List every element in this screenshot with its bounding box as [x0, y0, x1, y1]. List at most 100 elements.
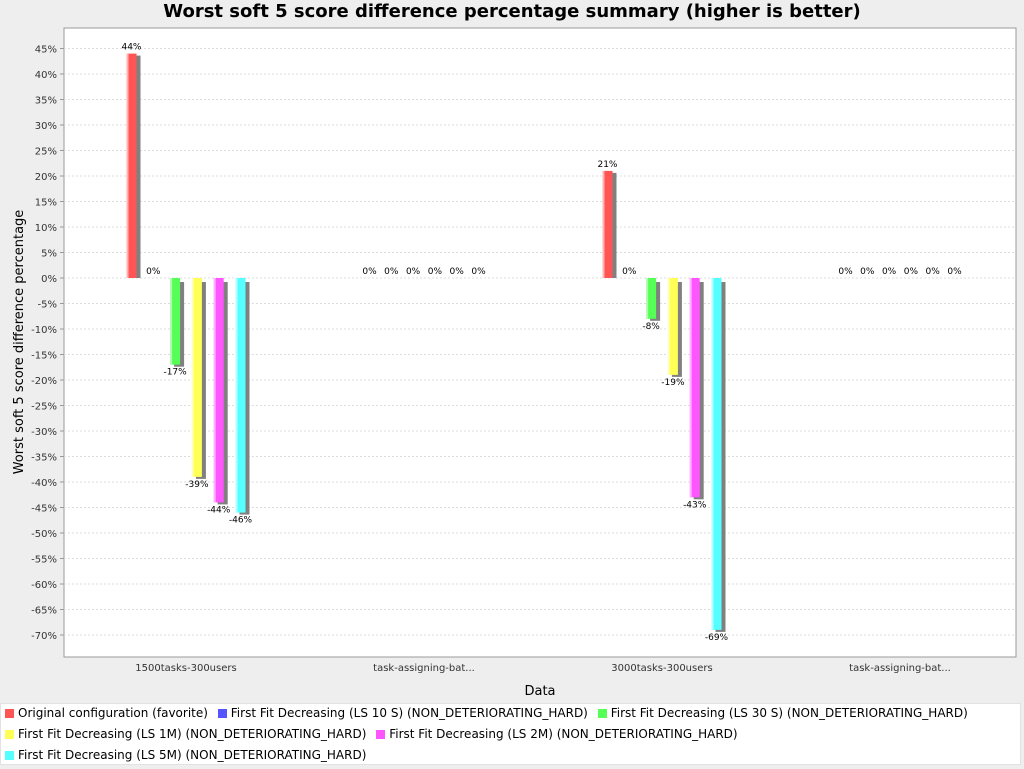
- legend-label: First Fit Decreasing (LS 10 S) (NON_DETE…: [230, 706, 588, 720]
- data-label: 0%: [838, 267, 853, 277]
- y-tick-label: -35%: [31, 453, 57, 464]
- bar-highlight: [213, 278, 216, 503]
- bar-highlight: [126, 53, 129, 278]
- data-label: 0%: [860, 267, 875, 277]
- x-tick-label: 1500tasks-300users: [135, 663, 236, 674]
- data-label: 0%: [904, 267, 919, 277]
- y-tick-label: -55%: [31, 555, 57, 566]
- bar-highlight: [711, 278, 714, 630]
- y-tick-label: 10%: [35, 223, 57, 234]
- y-tick-label: 15%: [35, 198, 57, 209]
- y-tick-label: 30%: [35, 121, 57, 132]
- y-tick-label: -60%: [31, 580, 57, 591]
- y-tick-label: -40%: [31, 478, 57, 489]
- data-label: -69%: [705, 633, 729, 643]
- legend: Original configuration (favorite) First …: [0, 703, 1021, 765]
- legend-item-ls-5m: First Fit Decreasing (LS 5M) (NON_DETERI…: [5, 748, 366, 762]
- legend-row: First Fit Decreasing (LS 5M) (NON_DETERI…: [5, 748, 1020, 769]
- data-label: -17%: [163, 368, 187, 378]
- legend-swatch-red: [5, 708, 14, 718]
- bar-highlight: [235, 278, 238, 513]
- bar-highlight: [667, 278, 670, 375]
- legend-swatch-magenta: [376, 729, 386, 739]
- legend-swatch-green: [597, 708, 607, 718]
- y-tick-label: 0%: [41, 274, 57, 285]
- data-label: 44%: [121, 43, 141, 53]
- legend-label: First Fit Decreasing (LS 1M) (NON_DETERI…: [18, 727, 367, 741]
- bar: [602, 170, 613, 278]
- data-label: 0%: [471, 267, 486, 277]
- y-tick-label: 20%: [35, 172, 57, 183]
- y-tick-label: -10%: [31, 325, 57, 336]
- data-label: -19%: [661, 378, 685, 388]
- bar-highlight: [191, 278, 194, 477]
- y-tick-label: -70%: [31, 631, 57, 642]
- bar: [213, 278, 224, 503]
- bar: [235, 278, 246, 513]
- data-label: -44%: [207, 505, 231, 515]
- grid-lines: [64, 48, 1016, 636]
- legend-swatch-cyan: [5, 750, 14, 760]
- bar: [711, 278, 722, 630]
- bar-highlight: [170, 278, 173, 365]
- y-tick-label: 35%: [35, 96, 57, 107]
- y-tick-label: -15%: [31, 351, 57, 362]
- y-tick-label: -45%: [31, 504, 57, 515]
- legend-row: Original configuration (favorite) First …: [5, 706, 1020, 727]
- data-label: 0%: [362, 267, 377, 277]
- bar: [126, 53, 137, 278]
- y-tick-label: 45%: [35, 45, 57, 56]
- legend-label: First Fit Decreasing (LS 30 S) (NON_DETE…: [610, 706, 968, 720]
- bar: [646, 278, 657, 319]
- bars: [126, 53, 726, 632]
- legend-row: First Fit Decreasing (LS 1M) (NON_DETERI…: [5, 727, 1020, 748]
- data-label: 0%: [406, 267, 421, 277]
- legend-swatch-blue: [217, 708, 227, 718]
- data-label: 0%: [882, 267, 897, 277]
- x-axis-ticks: 1500tasks-300users task-assigning-bat... 3…: [135, 663, 951, 674]
- bar-highlight: [646, 278, 649, 319]
- legend-swatch-yellow: [5, 729, 14, 739]
- legend-item-ls-1m: First Fit Decreasing (LS 1M) (NON_DETERI…: [5, 727, 366, 741]
- x-tick-label: task-assigning-bat...: [373, 663, 475, 674]
- legend-label: First Fit Decreasing (LS 5M) (NON_DETERI…: [18, 748, 367, 762]
- bar: [170, 278, 181, 365]
- data-label: 0%: [622, 267, 637, 277]
- x-tick-label: task-assigning-bat...: [849, 663, 951, 674]
- data-label: -46%: [229, 516, 253, 526]
- y-axis-ticks: 45% 40% 35% 30% 25% 20% 15% 10% 5% 0% -5% -10% -15% -…: [31, 45, 64, 642]
- chart-title: Worst soft 5 score difference percentage…: [163, 1, 861, 22]
- bar: [689, 278, 700, 498]
- y-tick-label: -30%: [31, 427, 57, 438]
- y-tick-label: -20%: [31, 376, 57, 387]
- data-label: -39%: [185, 480, 209, 490]
- x-tick-label: 3000tasks-300users: [611, 663, 712, 674]
- data-label: 0%: [384, 267, 399, 277]
- legend-item-ls-2m: First Fit Decreasing (LS 2M) (NON_DETERI…: [376, 727, 738, 741]
- data-label: -8%: [642, 322, 660, 332]
- bar: [191, 278, 202, 477]
- y-tick-label: 40%: [35, 70, 57, 81]
- legend-item-ls-10s: First Fit Decreasing (LS 10 S) (NON_DETE…: [217, 706, 588, 720]
- y-tick-label: 25%: [35, 147, 57, 158]
- data-label: 0%: [450, 267, 465, 277]
- bar-highlight: [602, 170, 605, 278]
- x-axis-title: Data: [524, 684, 555, 699]
- data-label: 0%: [428, 267, 443, 277]
- data-label: -43%: [683, 500, 707, 510]
- data-label: 0%: [926, 267, 941, 277]
- legend-label: First Fit Decreasing (LS 2M) (NON_DETERI…: [389, 727, 738, 741]
- y-tick-label: -5%: [38, 300, 57, 311]
- y-tick-label: -50%: [31, 529, 57, 540]
- legend-item-original-configuration: Original configuration (favorite): [5, 706, 208, 720]
- chart-area: 45% 40% 35% 30% 25% 20% 15% 10% 5% 0% -5% -10% -15% -…: [12, 27, 1017, 699]
- data-label: 0%: [146, 267, 161, 277]
- legend-label: Original configuration (favorite): [18, 706, 208, 720]
- y-axis-title: Worst soft 5 score difference percentage: [12, 210, 27, 475]
- data-labels: 44% 0% -17% -39% -44%-46% 0% 0% 0% 0% 0% 0% 21% 0% -8…: [121, 43, 962, 643]
- y-tick-label: -65%: [31, 606, 57, 617]
- data-label: 21%: [597, 160, 617, 170]
- bar-highlight: [689, 278, 692, 498]
- legend-item-ls-30s: First Fit Decreasing (LS 30 S) (NON_DETE…: [597, 706, 968, 720]
- bar: [667, 278, 678, 375]
